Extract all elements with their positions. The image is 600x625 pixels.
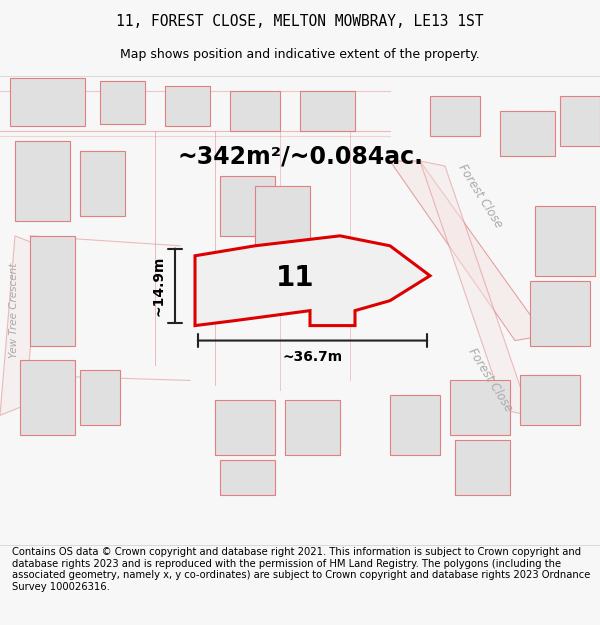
Text: Forest Close: Forest Close (455, 162, 505, 230)
Polygon shape (165, 86, 210, 126)
Polygon shape (195, 236, 430, 326)
Polygon shape (430, 96, 480, 136)
Polygon shape (255, 186, 310, 256)
Polygon shape (390, 396, 440, 455)
Polygon shape (500, 111, 555, 156)
Text: Map shows position and indicative extent of the property.: Map shows position and indicative extent… (120, 48, 480, 61)
Text: Contains OS data © Crown copyright and database right 2021. This information is : Contains OS data © Crown copyright and d… (12, 548, 590, 592)
Polygon shape (535, 206, 595, 276)
Polygon shape (420, 161, 530, 416)
Text: 11: 11 (276, 264, 314, 292)
Polygon shape (300, 91, 355, 131)
Polygon shape (10, 78, 85, 126)
Text: ~14.9m: ~14.9m (152, 256, 166, 316)
Text: Yew Tree Crescent: Yew Tree Crescent (9, 263, 19, 358)
Polygon shape (20, 361, 75, 435)
Polygon shape (0, 236, 40, 416)
Polygon shape (520, 376, 580, 426)
Polygon shape (450, 381, 510, 435)
Polygon shape (455, 440, 510, 495)
Polygon shape (230, 91, 280, 131)
Polygon shape (390, 161, 545, 341)
Polygon shape (30, 236, 75, 346)
Polygon shape (80, 151, 125, 216)
Polygon shape (530, 281, 590, 346)
Text: 11, FOREST CLOSE, MELTON MOWBRAY, LE13 1ST: 11, FOREST CLOSE, MELTON MOWBRAY, LE13 1… (116, 14, 484, 29)
Text: ~342m²/~0.084ac.: ~342m²/~0.084ac. (177, 144, 423, 168)
Text: ~36.7m: ~36.7m (283, 349, 343, 364)
Text: Forest Close: Forest Close (465, 346, 515, 415)
Polygon shape (80, 371, 120, 426)
Polygon shape (220, 460, 275, 495)
Polygon shape (100, 81, 145, 124)
Polygon shape (285, 401, 340, 455)
Polygon shape (215, 401, 275, 455)
Polygon shape (220, 176, 275, 236)
Polygon shape (15, 141, 70, 221)
Polygon shape (560, 96, 600, 146)
